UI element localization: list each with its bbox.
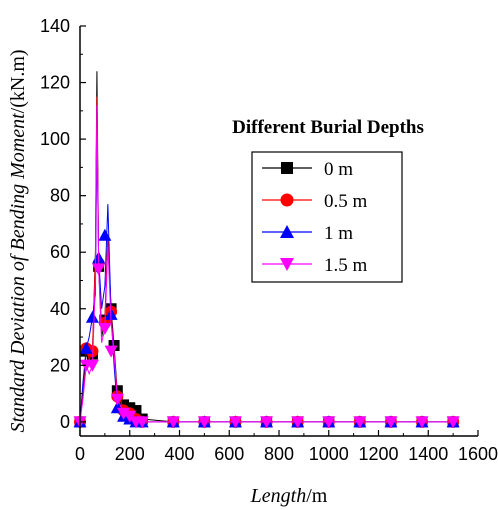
y-tick-label: 80 [50, 186, 70, 206]
data-point-1-5-m-m [92, 263, 106, 276]
legend-label-1-5-m-m: 1.5 m [324, 255, 368, 276]
legend-label-0-5-m-m: 0.5 m [324, 191, 368, 212]
x-tick-label: 400 [164, 444, 194, 464]
data-point-1-5-m-m [384, 416, 398, 429]
data-point-1-5-m-m [322, 416, 336, 429]
axes [79, 25, 479, 437]
y-tick-label: 20 [50, 355, 70, 375]
data-point-1-5-m-m [166, 416, 180, 429]
data-point-1-m-m [79, 341, 93, 354]
data-point-0-m-m [130, 405, 142, 417]
data-point-1-5-m-m [415, 416, 429, 429]
legend-box [251, 151, 403, 283]
x-tick-label: 1200 [358, 444, 398, 464]
tick-labels: 0 200 400 600 800 1000 1200 1400 1600 0 20 40 60 80 10… [40, 16, 498, 464]
data-point-1-5-m-m [353, 416, 367, 429]
x-axis-title: Length/m [250, 485, 328, 507]
data-point-1-5-m-m [104, 345, 118, 358]
data-point-1-5-m-m [85, 359, 99, 372]
x-tick-label: 800 [264, 444, 294, 464]
data-point-1-5-m-m [228, 416, 242, 429]
data-point-1-m-m [98, 228, 112, 241]
x-tick-label: 0 [75, 444, 85, 464]
data-point-1-5-m-m [291, 416, 305, 429]
x-tick-label: 1400 [408, 444, 448, 464]
legend-marker-1-m-m [280, 225, 294, 238]
data-point-1-5-m-m [110, 393, 124, 406]
data-point-1-5-m-m [197, 416, 211, 429]
y-tick-label: 120 [40, 73, 70, 93]
y-tick-label: 140 [40, 16, 70, 36]
y-tick-label: 0 [60, 412, 70, 432]
legend-marker-0-m-m [281, 162, 293, 174]
legend-label-0-m-m: 0 m [324, 159, 353, 180]
data-point-1-5-m-m [260, 416, 274, 429]
x-tick-label: 600 [214, 444, 244, 464]
x-tick-label: 200 [115, 444, 145, 464]
data-point-1-5-m-m [135, 416, 149, 429]
legend-title: Different Burial Depths [232, 117, 424, 138]
y-tick-label: 40 [50, 299, 70, 319]
legend-label-1-m-m: 1 m [324, 223, 353, 244]
legend-marker-0-5-m-m [280, 193, 294, 207]
data-point-1-m-m [85, 310, 99, 323]
x-tick-label: 1600 [458, 444, 498, 464]
data-point-1-5-m-m [446, 416, 460, 429]
y-tick-label: 60 [50, 242, 70, 262]
data-point-1-5-m-m [98, 323, 112, 336]
legend-marker-1-5-m-m [280, 258, 294, 271]
x-tick-label: 1000 [309, 444, 349, 464]
legend: 0 m 0.5 m 1 m 1.5 m [251, 151, 403, 283]
y-axis-title: Standard Deviation of Bending Moment/(kN… [7, 49, 29, 432]
y-tick-label: 100 [40, 129, 70, 149]
series-group [73, 71, 460, 429]
